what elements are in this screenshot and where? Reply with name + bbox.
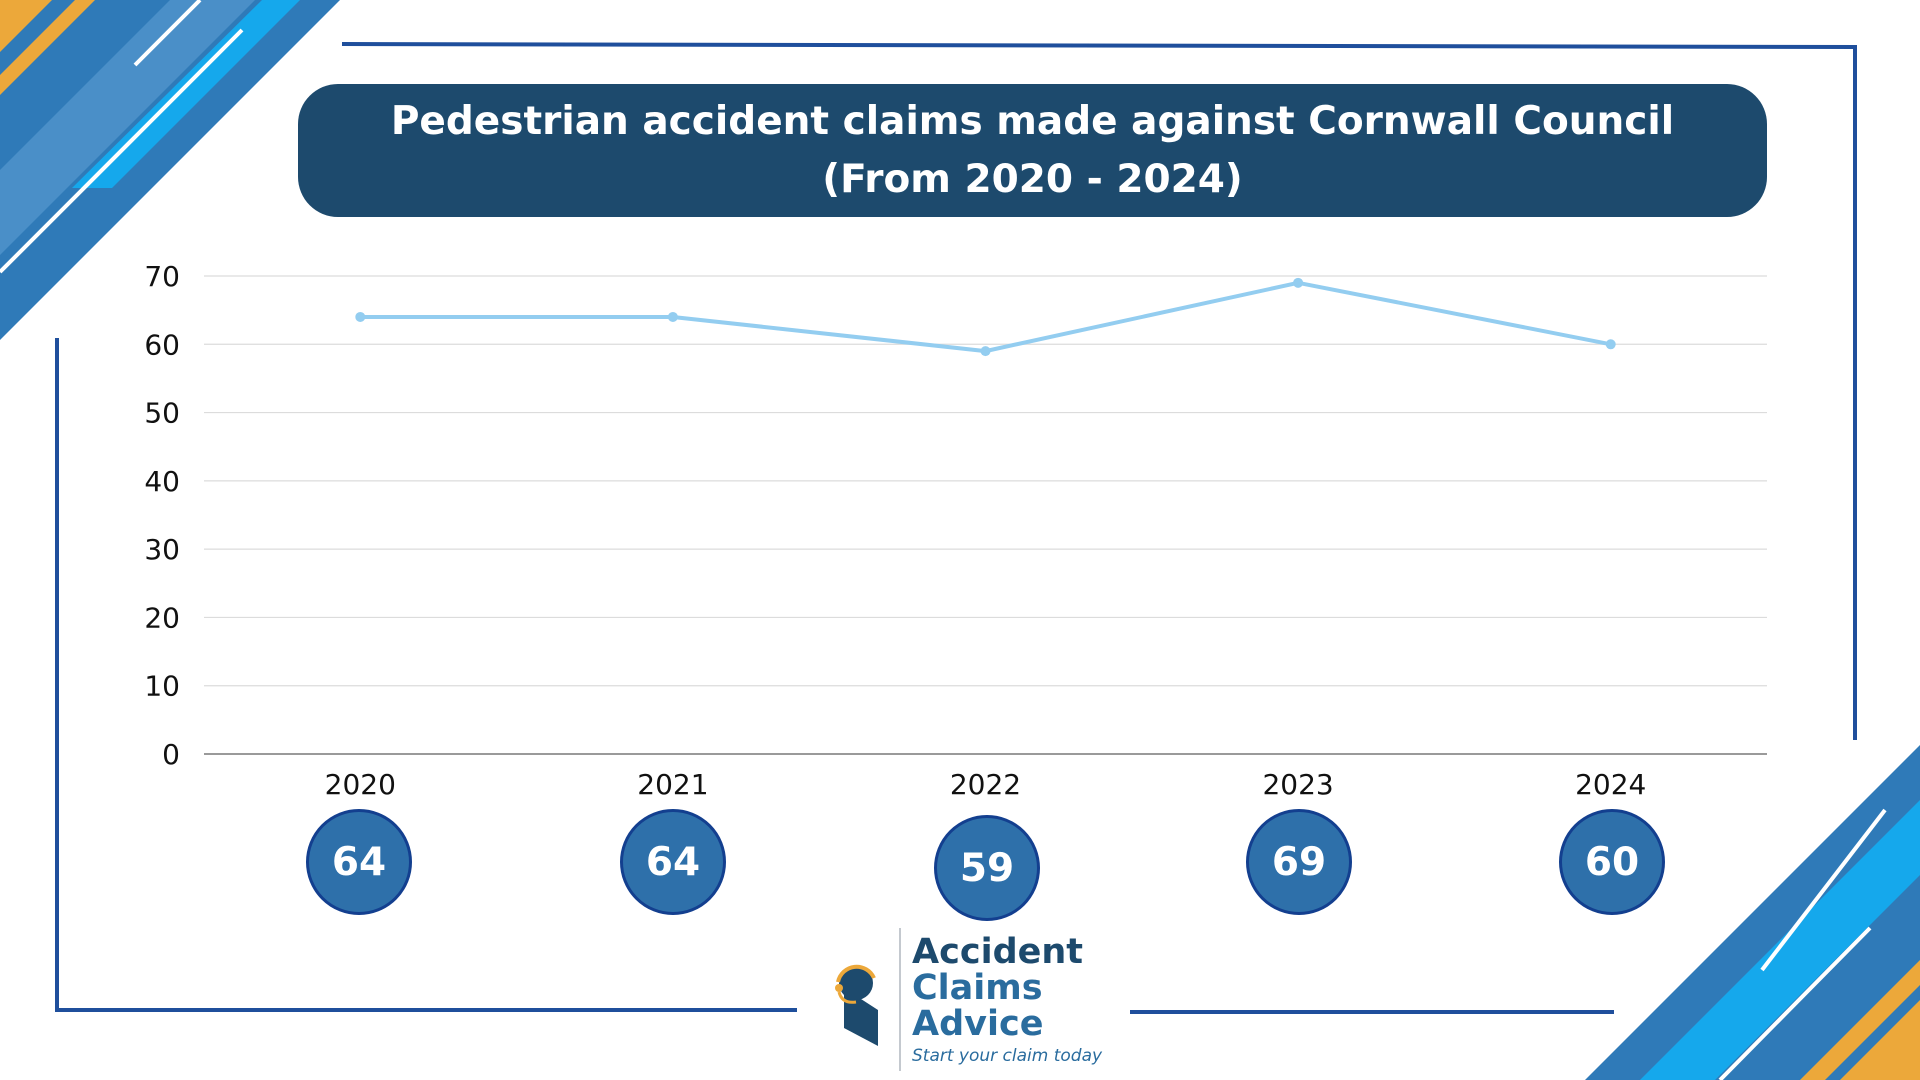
y-tick-label-30: 30	[144, 533, 180, 566]
chart-subtitle: (From 2020 - 2024)	[822, 156, 1243, 202]
value-badge-2020: 64	[306, 809, 412, 915]
y-tick-label-0: 0	[162, 738, 180, 771]
logo-wordmark: Accident Claims Advice Start your claim …	[912, 934, 1102, 1066]
y-tick-label-10: 10	[144, 670, 180, 703]
data-point-2021	[667, 311, 678, 322]
data-point-2020	[355, 311, 366, 322]
y-tick-label-60: 60	[144, 328, 180, 361]
y-tick-label-70: 70	[144, 260, 180, 293]
logo-mark	[835, 928, 901, 1071]
headset-person-icon	[835, 964, 878, 1046]
x-tick-label-2024: 2024	[1575, 768, 1646, 801]
x-tick-label-2022: 2022	[950, 768, 1021, 801]
value-badge-2021: 64	[620, 809, 726, 915]
frame-lines	[55, 42, 1857, 1014]
data-point-2023	[1293, 277, 1304, 288]
value-badge-2024: 60	[1559, 809, 1665, 915]
y-tick-label-50: 50	[144, 397, 180, 430]
x-tick-label-2023: 2023	[1262, 768, 1333, 801]
logo-word-accident: Accident	[912, 932, 1084, 972]
logo-word-advice: Advice	[912, 1004, 1044, 1044]
y-tick-label-20: 20	[144, 601, 180, 634]
y-tick-label-40: 40	[144, 465, 180, 498]
line-chart: 0 10 20 30 40 50 60 70 2020 2021 2022 2023 2024	[144, 260, 1767, 801]
data-point-2024	[1605, 339, 1616, 350]
data-point-2022	[980, 346, 991, 357]
chart-title-banner: Pedestrian accident claims made against …	[298, 84, 1767, 217]
series-line	[360, 280, 1612, 354]
logo-word-claims: Claims	[912, 968, 1043, 1008]
x-tick-label-2021: 2021	[637, 768, 708, 801]
value-badge-2023: 69	[1246, 809, 1352, 915]
x-tick-label-2020: 2020	[325, 768, 396, 801]
top-left-decoration	[0, 0, 340, 340]
bottom-right-decoration	[1585, 745, 1920, 1080]
logo-tagline: Start your claim today	[912, 1046, 1103, 1066]
chart-title: Pedestrian accident claims made against …	[390, 98, 1675, 144]
value-badge-2022: 59	[934, 815, 1040, 921]
